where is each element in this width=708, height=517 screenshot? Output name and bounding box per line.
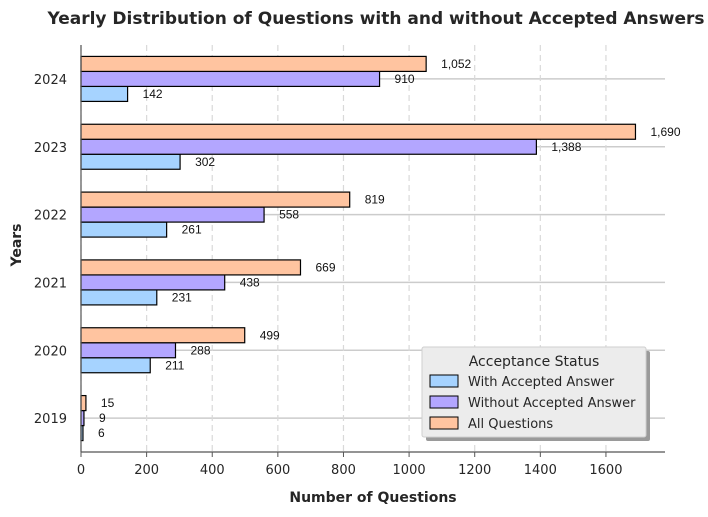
legend-title: Acceptance Status	[469, 354, 600, 370]
bar	[80, 55, 427, 73]
data-label: 288	[190, 343, 210, 357]
data-label: 211	[165, 358, 184, 372]
y-tick-label: 2023	[34, 141, 67, 156]
data-label: 302	[195, 155, 215, 169]
data-label: 558	[279, 208, 299, 222]
x-tick-label: 200	[134, 463, 159, 478]
x-axis-label: Number of Questions	[289, 490, 456, 506]
bar	[80, 191, 351, 208]
axes: 2019 2020 2021 2022 2023 2024 0 200 400 600 800 100…	[34, 45, 665, 478]
data-label: 231	[172, 290, 192, 304]
chart-title: Yearly Distribution of Questions with an…	[46, 9, 704, 29]
legend-items: With Accepted Answer Without Accepted Ans…	[429, 374, 636, 432]
x-tick-label: 1400	[524, 463, 557, 478]
bar	[80, 153, 181, 170]
data-label: 1,690	[650, 125, 680, 139]
legend-swatch	[429, 416, 459, 430]
y-axis-label: Years	[9, 223, 25, 267]
data-label: 9	[99, 411, 106, 425]
bar	[80, 123, 637, 140]
y-tick-label: 2020	[34, 344, 67, 359]
data-label: 142	[143, 87, 163, 101]
x-tick-label: 0	[77, 463, 85, 478]
data-label: 669	[315, 260, 335, 274]
legend: Acceptance Status With Accepted AnswerWi…	[421, 346, 650, 441]
y-tick-label: 2024	[34, 73, 67, 88]
legend-swatch	[429, 374, 459, 388]
x-tick-label: 800	[331, 463, 356, 478]
y-tick-label: 2022	[34, 209, 67, 224]
x-tick-label: 1200	[458, 463, 491, 478]
y-tick-label: 2019	[34, 412, 67, 427]
bar	[80, 221, 168, 238]
bar	[80, 259, 302, 276]
bar	[80, 394, 87, 412]
data-label: 910	[395, 72, 415, 86]
bar	[80, 70, 381, 88]
legend-swatch	[429, 395, 459, 409]
data-label: 819	[365, 193, 385, 207]
bar	[80, 274, 226, 291]
bar	[80, 289, 158, 306]
data-label: 499	[260, 328, 280, 342]
legend-box	[421, 346, 647, 438]
x-tick-label: 1000	[393, 463, 426, 478]
legend-entry: All Questions	[468, 417, 553, 432]
bar	[80, 85, 129, 103]
data-label: 261	[182, 223, 202, 237]
data-label: 6	[98, 426, 105, 440]
y-tick-label: 2021	[34, 276, 67, 291]
data-label: 1,052	[441, 57, 471, 71]
bar	[80, 206, 265, 223]
legend-entry: With Accepted Answer	[468, 375, 615, 390]
legend-entry: Without Accepted Answer	[468, 396, 636, 411]
bar	[80, 327, 246, 344]
x-tick-label: 1600	[589, 463, 622, 478]
bar	[80, 342, 177, 359]
x-tick-label: 400	[200, 463, 225, 478]
bar	[80, 138, 537, 155]
data-label: 15	[101, 396, 115, 410]
data-label: 438	[240, 275, 260, 289]
x-tick-label: 600	[265, 463, 290, 478]
bar	[80, 357, 151, 374]
data-label: 1,388	[551, 140, 581, 154]
